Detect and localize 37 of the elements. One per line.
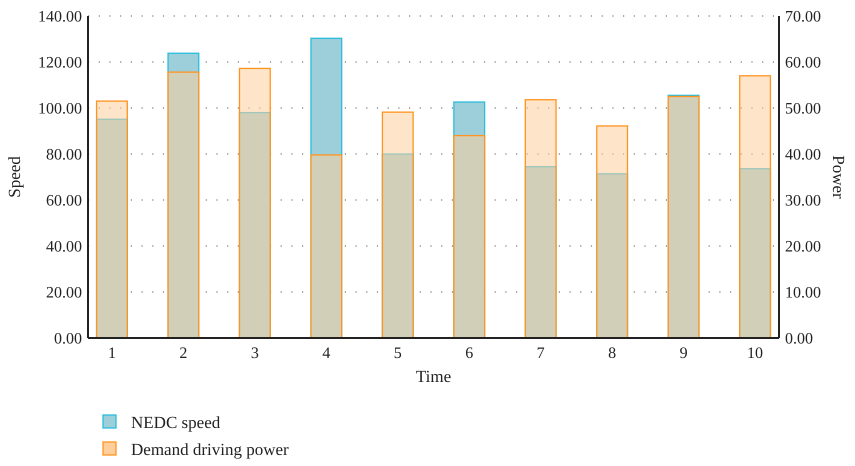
x-tick-label: 7 — [536, 345, 545, 362]
y-tick-label: 120.00 — [38, 54, 82, 72]
y-tick-label: 140.00 — [38, 8, 82, 26]
x-tick-label: 5 — [394, 345, 402, 362]
bar — [596, 125, 628, 339]
x-tick-label: 2 — [179, 345, 188, 362]
x-tick-label: 10 — [747, 345, 764, 362]
bar — [310, 38, 342, 339]
y-tick-label: 0.00 — [54, 330, 82, 348]
x-tick-label: 9 — [680, 345, 688, 362]
bar — [739, 75, 772, 339]
x-tick-label: 6 — [465, 345, 474, 362]
y2-axis-title: Power — [829, 155, 848, 200]
y-axis-title: Speed — [5, 156, 24, 198]
y2-tick-label: 30.00 — [785, 192, 821, 210]
y2-tick-label: 50.00 — [785, 100, 821, 118]
y2-tick-label: 10.00 — [785, 284, 821, 302]
x-tick-label: 3 — [250, 345, 259, 362]
y-tick-label: 80.00 — [46, 146, 82, 164]
y-tick-label: 20.00 — [46, 284, 82, 302]
x-tick-label: 8 — [608, 345, 616, 362]
legend-label: NEDC speed — [131, 412, 221, 432]
bar — [382, 111, 414, 339]
bar — [524, 99, 557, 339]
y2-tick-label: 0.00 — [785, 330, 813, 348]
bar — [238, 68, 271, 339]
y-tick-label: 100.00 — [38, 100, 82, 118]
legend-label: Demand driving power — [131, 440, 290, 459]
y2-tick-label: 40.00 — [785, 146, 821, 164]
y2-tick-label: 20.00 — [785, 238, 821, 256]
y2-tick-label: 70.00 — [785, 8, 821, 26]
y-tick-label: 40.00 — [46, 238, 82, 256]
x-axis-title: Time — [416, 367, 452, 386]
y-tick-label: 60.00 — [46, 192, 82, 210]
x-tick-label: 1 — [108, 345, 116, 362]
x-tick-label: 4 — [322, 345, 330, 362]
y2-tick-label: 60.00 — [785, 54, 821, 72]
